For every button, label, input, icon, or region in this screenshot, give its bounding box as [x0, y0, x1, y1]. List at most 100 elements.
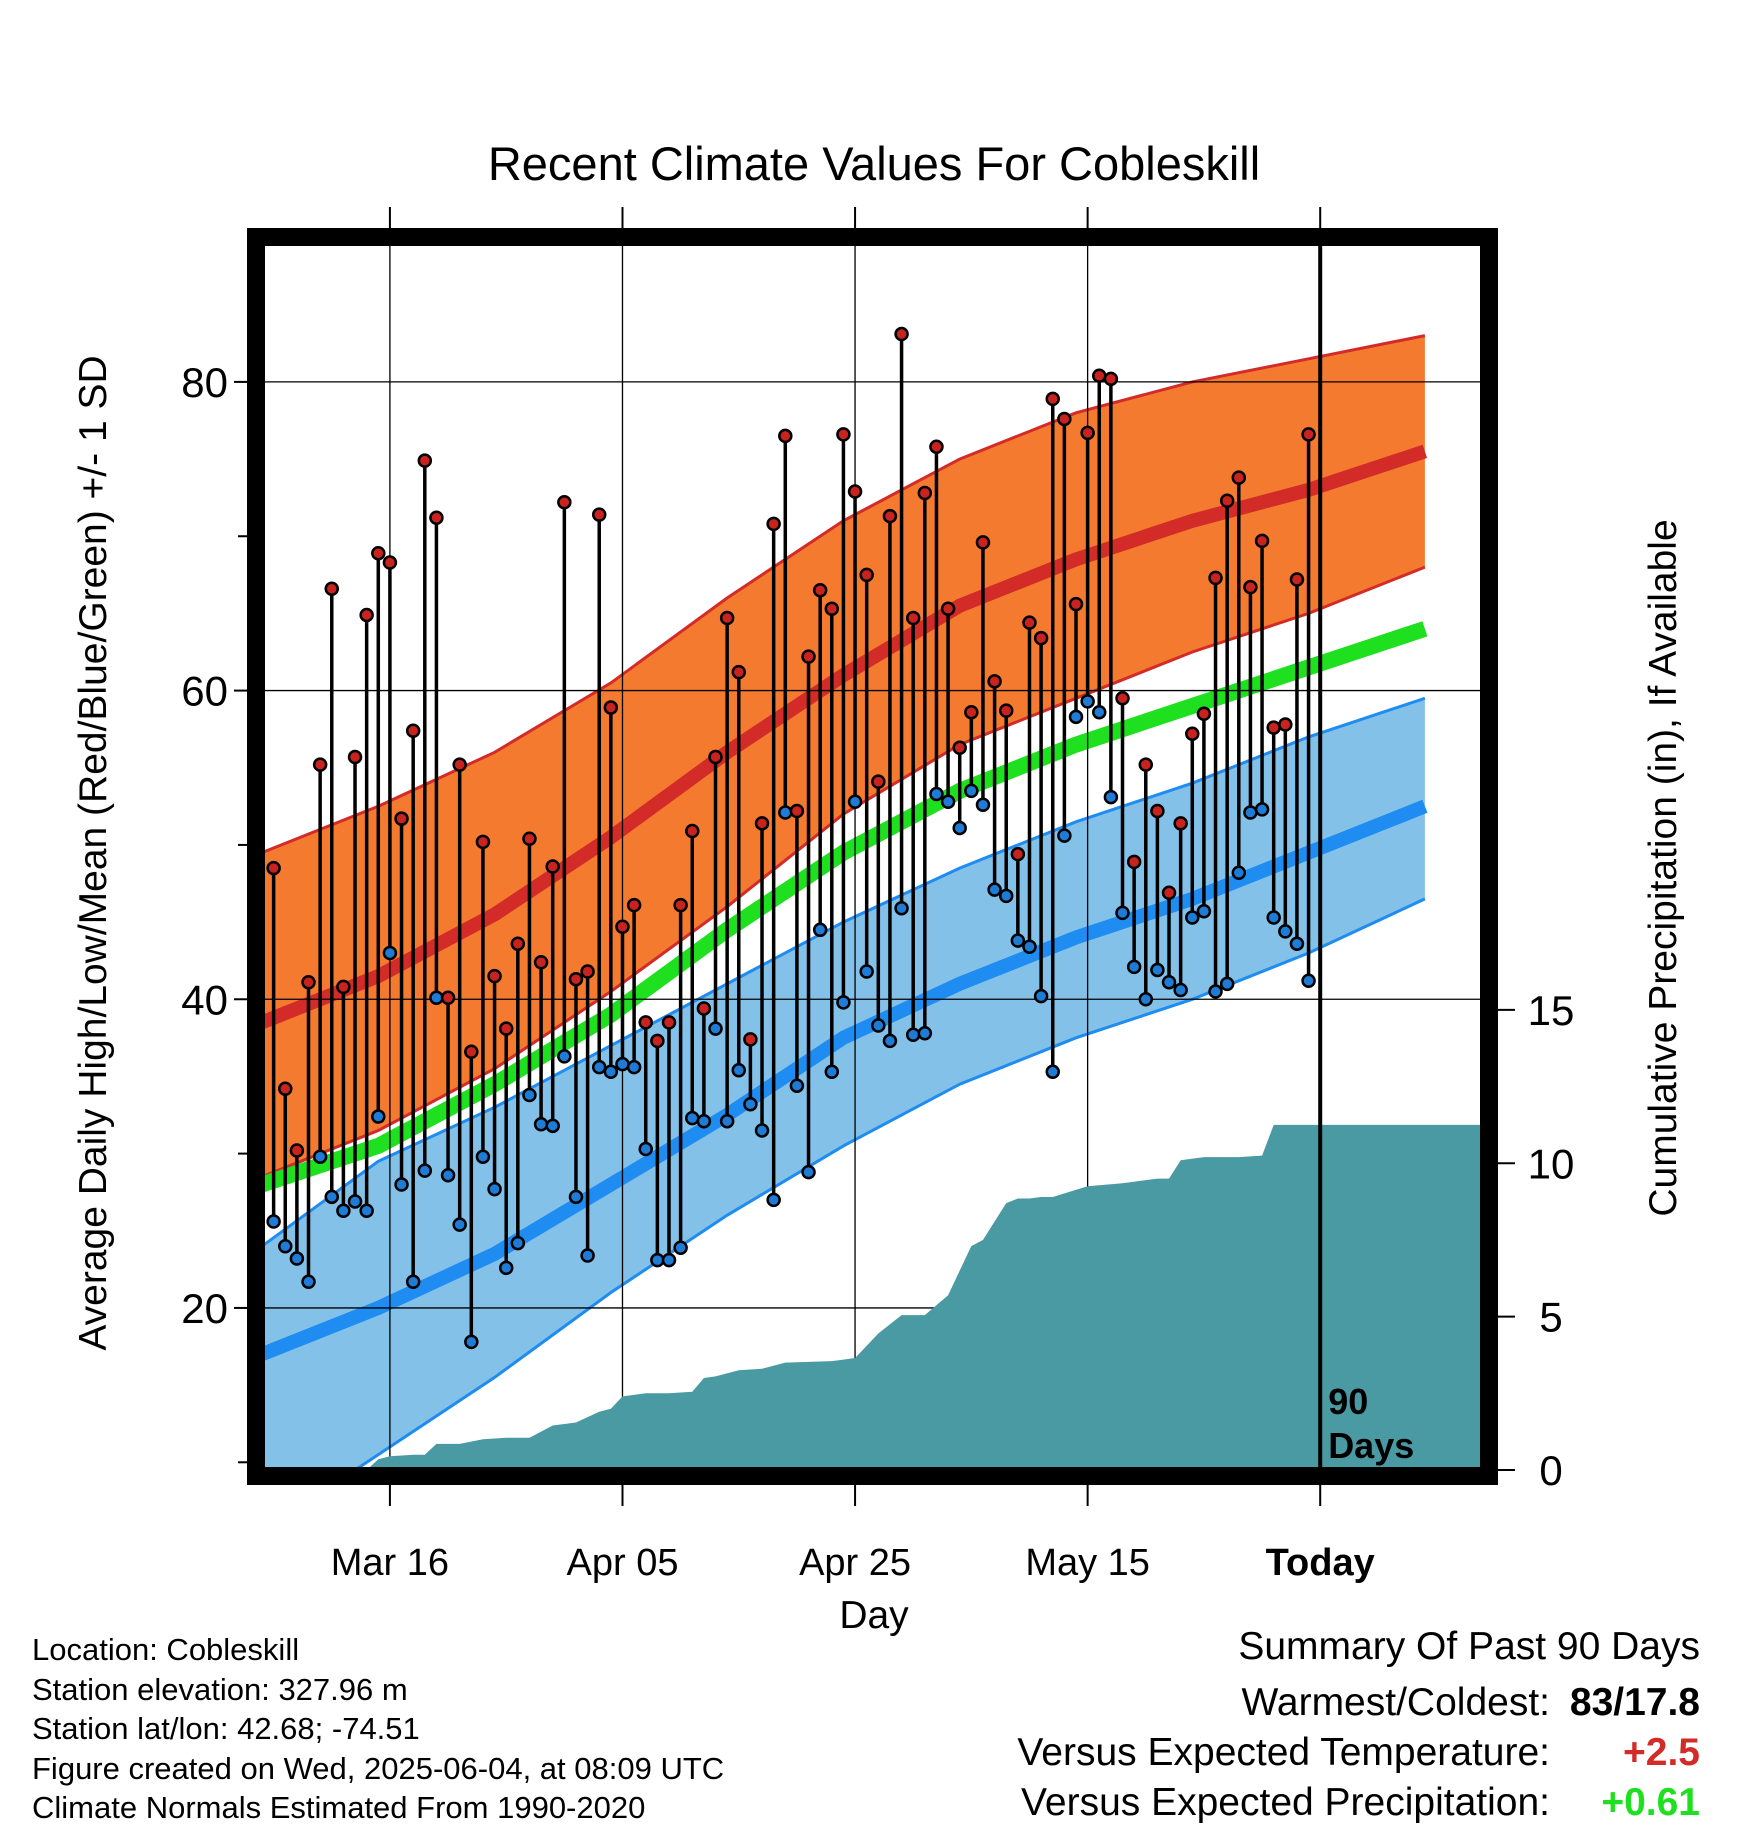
daily-high-point	[801, 649, 816, 664]
daily-high-point	[278, 1081, 293, 1097]
daily-high-point	[266, 860, 281, 876]
today-label-line: Days	[1328, 1425, 1414, 1466]
y2-axis-label: Cumulative Precipitation (in), If Availa…	[1642, 519, 1685, 1216]
daily-high-point	[1010, 846, 1026, 862]
plot-content: 90 Days	[262, 243, 1483, 1470]
daily-low-point	[1115, 905, 1130, 921]
daily-high-point	[1161, 885, 1177, 901]
daily-low-point	[382, 945, 398, 961]
daily-high-point	[940, 601, 956, 617]
daily-high-point	[952, 740, 967, 755]
daily-low-point	[1254, 802, 1270, 817]
daily-high-point	[1033, 630, 1049, 646]
daily-low-point	[998, 888, 1014, 904]
daily-low-point	[882, 1033, 898, 1049]
daily-high-point	[371, 545, 386, 561]
daily-low-point	[324, 1189, 340, 1205]
daily-low-point	[371, 1109, 386, 1124]
x-tick-label: Apr 25	[799, 1542, 911, 1584]
daily-high-point	[429, 510, 444, 525]
daily-high-point	[289, 1143, 305, 1158]
daily-high-point	[1243, 579, 1258, 595]
precip-area	[262, 1124, 1483, 1470]
daily-low-point	[638, 1141, 653, 1157]
daily-high-point	[324, 581, 340, 596]
daily-low-point	[498, 1260, 514, 1276]
daily-low-point	[266, 1214, 281, 1229]
daily-low-point	[894, 900, 909, 916]
daily-low-point	[812, 922, 828, 938]
daily-low-point	[801, 1164, 816, 1180]
daily-high-point	[522, 831, 537, 847]
daily-low-point	[778, 805, 793, 820]
daily-low-point	[719, 1113, 735, 1129]
daily-high-point	[975, 535, 991, 550]
daily-high-point	[847, 484, 863, 499]
daily-high-point	[1173, 816, 1188, 831]
chart-title: Recent Climate Values For Cobleskill	[488, 137, 1260, 190]
daily-low-point	[615, 1056, 630, 1072]
daily-high-point	[766, 516, 781, 532]
y2-tick-label: 0	[1539, 1447, 1562, 1494]
temp-value: +2.5	[1623, 1731, 1700, 1774]
daily-low-point	[766, 1192, 781, 1208]
daily-high-point	[1185, 726, 1200, 742]
daily-low-point	[1278, 924, 1293, 939]
daily-low-point	[1231, 865, 1247, 880]
daily-low-point	[975, 797, 991, 813]
daily-low-point	[440, 1167, 456, 1183]
daily-low-point	[301, 1274, 316, 1289]
daily-low-point	[1068, 709, 1084, 725]
daily-low-point	[1080, 694, 1095, 709]
daily-high-point	[394, 811, 409, 826]
y-tick-label: 60	[181, 668, 228, 715]
daily-high-point	[696, 1001, 712, 1016]
today-label: 90 Days	[1328, 1381, 1414, 1466]
daily-low-point	[1243, 805, 1258, 820]
daily-low-point	[964, 783, 979, 799]
daily-high-point	[859, 567, 874, 583]
daily-high-point	[301, 975, 316, 990]
daily-low-point	[289, 1251, 305, 1266]
daily-high-point	[1103, 371, 1119, 387]
precip-row: Versus Expected Precipitation: +0.61	[1017, 1778, 1700, 1828]
summary-title: Summary Of Past 90 Days	[1238, 1625, 1700, 1668]
daily-low-point	[708, 1021, 723, 1036]
daily-low-point	[824, 1064, 840, 1080]
daily-high-point	[347, 749, 363, 765]
daily-high-point	[812, 583, 828, 598]
daily-high-point	[615, 919, 630, 934]
daily-high-point	[650, 1033, 665, 1049]
daily-low-point	[789, 1078, 805, 1093]
daily-low-point	[1150, 962, 1165, 978]
daily-high-point	[1266, 720, 1281, 735]
daily-low-point	[359, 1203, 374, 1218]
x-tick-label: May 15	[1025, 1542, 1150, 1584]
daily-high-point	[557, 495, 572, 510]
precip-value: +0.61	[1601, 1781, 1700, 1824]
daily-high-point	[336, 979, 351, 995]
daily-low-point	[743, 1096, 758, 1112]
axes: 20 40 60 80 0 5 10 15 Mar 16 Apr 05 Apr 25 May 15 To…	[181, 207, 1574, 1584]
daily-high-point	[545, 859, 560, 874]
daily-low-point	[754, 1123, 770, 1138]
daily-high-point	[568, 971, 584, 987]
daily-low-point	[603, 1064, 619, 1080]
warmest-row: Warmest/Coldest: 83/17.8	[1017, 1678, 1700, 1728]
daily-low-point	[1301, 973, 1316, 988]
y2-tick-label: 10	[1528, 1140, 1575, 1187]
daily-low-point	[987, 882, 1002, 897]
daily-low-point	[929, 786, 944, 802]
daily-low-point	[1103, 789, 1119, 805]
daily-high-point	[312, 757, 328, 772]
daily-low-point	[1057, 828, 1072, 843]
daily-high-point	[778, 428, 793, 444]
daily-high-point	[1196, 706, 1212, 721]
daily-low-point	[510, 1235, 526, 1251]
daily-high-point	[719, 610, 735, 626]
daily-high-point	[1289, 572, 1305, 587]
daily-low-point	[847, 794, 863, 809]
daily-high-point	[685, 823, 700, 839]
daily-high-point	[487, 968, 502, 984]
